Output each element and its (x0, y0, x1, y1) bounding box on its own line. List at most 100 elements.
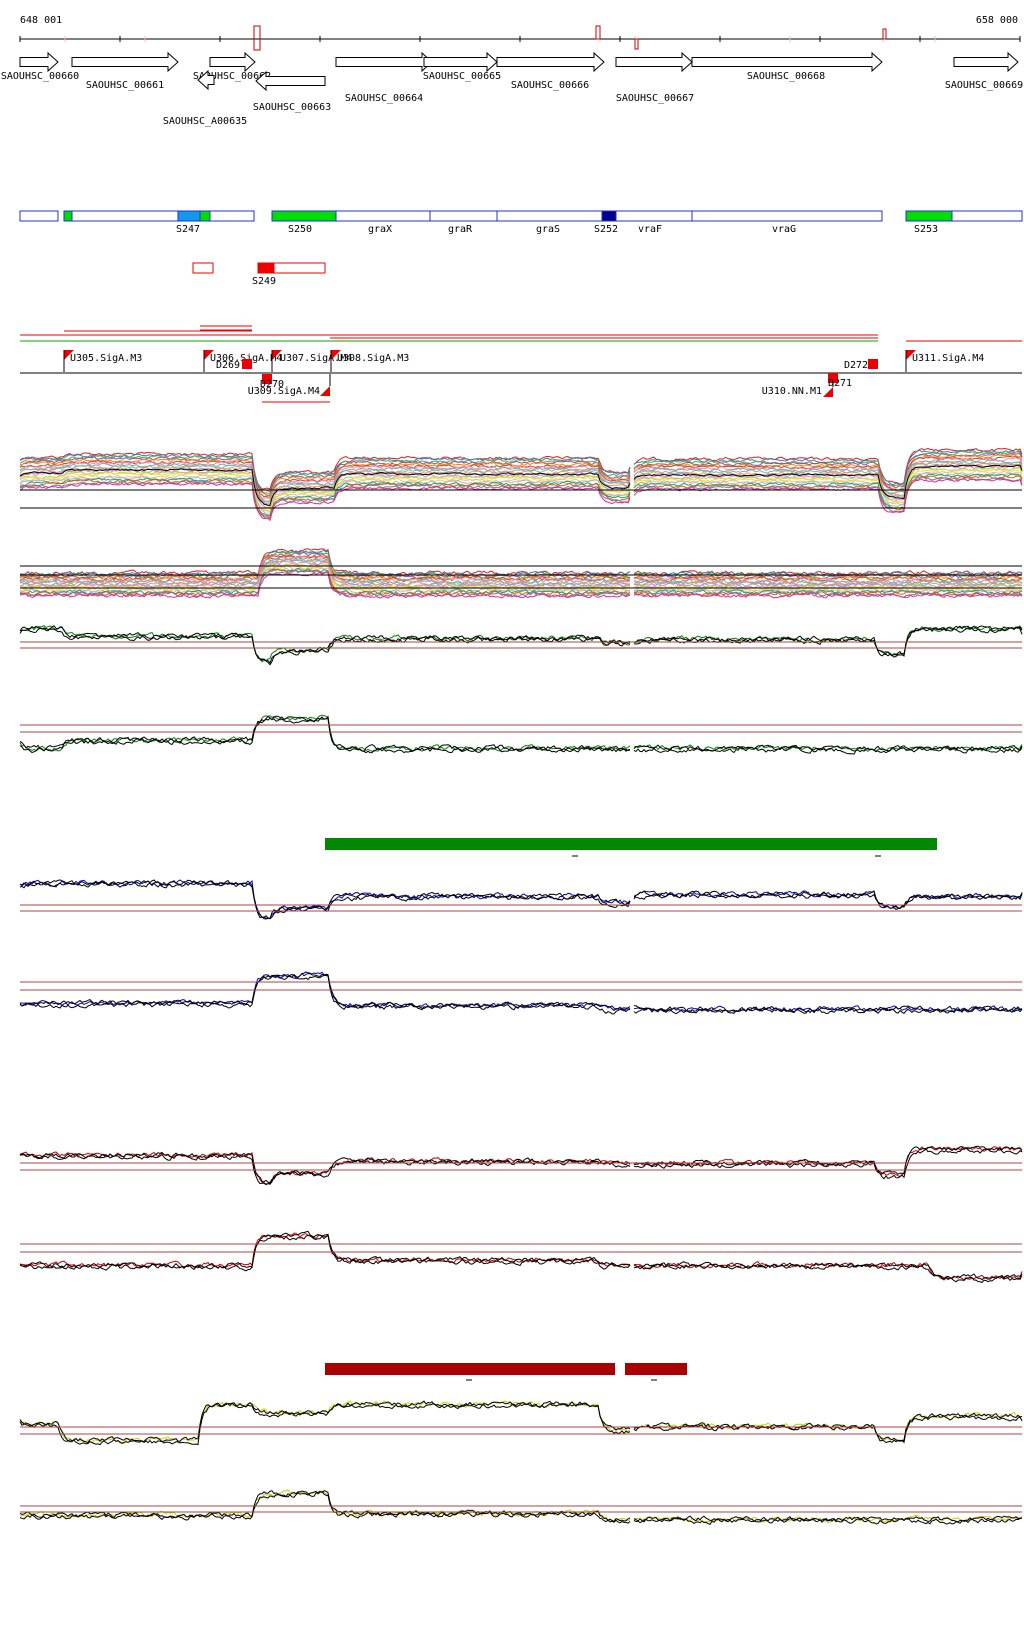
expression-track-10 (19, 1489, 1023, 1526)
segment-green (271, 210, 337, 222)
promoter-mark (823, 387, 833, 397)
terminator-mark (262, 374, 272, 384)
expression-line (19, 468, 1023, 512)
promoter-label: U309.SigA.M4 (248, 386, 320, 397)
promoter-label: U308.SigA.M3 (337, 353, 409, 364)
antisense-segment (273, 262, 326, 274)
gene-track: SAOUHSC_00660 SAOUHSC_00661 SAOUHSC_00662 S… (1, 51, 1023, 127)
promoter-label: U310.NN.M1 (762, 386, 822, 397)
segment-label: S247 (176, 224, 200, 235)
antisense-segment (257, 262, 275, 274)
gene-label: SAOUHSC_00668 (747, 71, 825, 82)
promoter-label: U306.SigA.M4 (210, 353, 282, 364)
segment-label: graX (368, 224, 392, 235)
expression-line (19, 1147, 1023, 1186)
terminator-mark (828, 373, 838, 383)
significance-bar-green (325, 838, 937, 850)
significance-bar-red (625, 1363, 687, 1375)
promoter-mark (320, 386, 330, 396)
terminator-label: D271 (828, 378, 852, 389)
segment-box (19, 210, 59, 222)
expression-track-5 (19, 879, 1023, 920)
expression-track-2 (19, 548, 1023, 599)
expression-line (19, 714, 1023, 752)
gene-arrow (423, 51, 498, 73)
expression-track-9 (19, 1400, 1023, 1446)
expression-line (19, 567, 1023, 596)
expression-line (19, 1490, 1023, 1526)
promoter-terminator-track: U305.SigA.M3 U306.SigA.M4U307.SigA.M4U308… (20, 325, 1022, 403)
expression-line (19, 450, 1023, 495)
terminator-mark (868, 359, 878, 369)
promoter-mark (272, 350, 282, 360)
expression-line (19, 1230, 1023, 1281)
expression-tracks (19, 447, 1023, 1526)
segment-box (496, 210, 617, 222)
expression-line (19, 464, 1023, 506)
expression-line (19, 1400, 1023, 1444)
segment-green (63, 210, 73, 222)
segment-box (209, 210, 255, 222)
expression-line (19, 715, 1023, 753)
promoter-label: U311.SigA.M4 (912, 353, 984, 364)
expression-line (19, 462, 1023, 506)
gene-arrow (255, 70, 326, 92)
promoter-mark (204, 350, 214, 360)
gene-arrow (496, 51, 605, 73)
expression-line (19, 1400, 1023, 1444)
segment-label: S250 (288, 224, 312, 235)
segment-green (199, 210, 211, 222)
gene-arrow (615, 51, 693, 73)
significance-bar-red (325, 1363, 615, 1375)
gene-label: SAOUHSC_00662 (193, 71, 271, 82)
expression-track-7 (19, 1145, 1023, 1186)
expression-line (19, 570, 1023, 599)
expression-line (19, 561, 1023, 590)
ruler-start-label: 648 001 (20, 15, 62, 26)
expression-line (19, 971, 1023, 1014)
segment-track: S247 S250 graX graR graS S252 vraF vraG S253 S249 (19, 210, 1023, 287)
expression-line (19, 449, 1023, 493)
gene-label: SAOUHSC_00664 (345, 93, 423, 104)
expression-line (19, 1145, 1023, 1185)
terminator-label: D270 (260, 379, 284, 390)
expression-line (20, 879, 1023, 920)
segment-label: graR (448, 224, 473, 235)
segment-label: vraF (638, 224, 662, 235)
segment-box (429, 210, 498, 222)
gene-arrow (335, 51, 433, 73)
segment-label: vraG (772, 224, 796, 235)
segment-label: graS (536, 224, 560, 235)
terminator-label: D269 (216, 360, 240, 371)
expression-line (19, 625, 1023, 664)
terminator-label: D272 (844, 360, 868, 371)
expression-track-4 (19, 714, 1023, 755)
terminator-mark (242, 359, 252, 369)
promoter-mark (331, 350, 341, 360)
promoter-mark (906, 350, 916, 360)
expression-line (19, 476, 1023, 520)
expression-line (19, 879, 1023, 920)
gene-label: SAOUHSC_00660 (1, 71, 79, 82)
segment-light-blue (177, 210, 201, 222)
gene-label: SAOUHSC_00663 (253, 102, 331, 113)
segment-box (691, 210, 883, 222)
gene-arrow (691, 51, 883, 73)
segment-navy (601, 210, 617, 222)
promoter-label: U307.SigA.M4 (280, 353, 352, 364)
gene-arrow (953, 51, 1019, 73)
gene-label: SAOUHSC_00665 (423, 71, 501, 82)
expression-line (19, 626, 1023, 666)
expression-line (19, 1232, 1023, 1281)
gene-arrow (209, 51, 256, 73)
segment-label: S252 (594, 224, 618, 235)
expression-line (19, 717, 1023, 755)
antisense-segment (192, 262, 214, 274)
segment-box (951, 210, 1023, 222)
promoter-mark (64, 350, 74, 360)
expression-line (19, 881, 1023, 920)
segment-green (905, 210, 953, 222)
ruler: 648 001 658 000 (19, 15, 1021, 51)
